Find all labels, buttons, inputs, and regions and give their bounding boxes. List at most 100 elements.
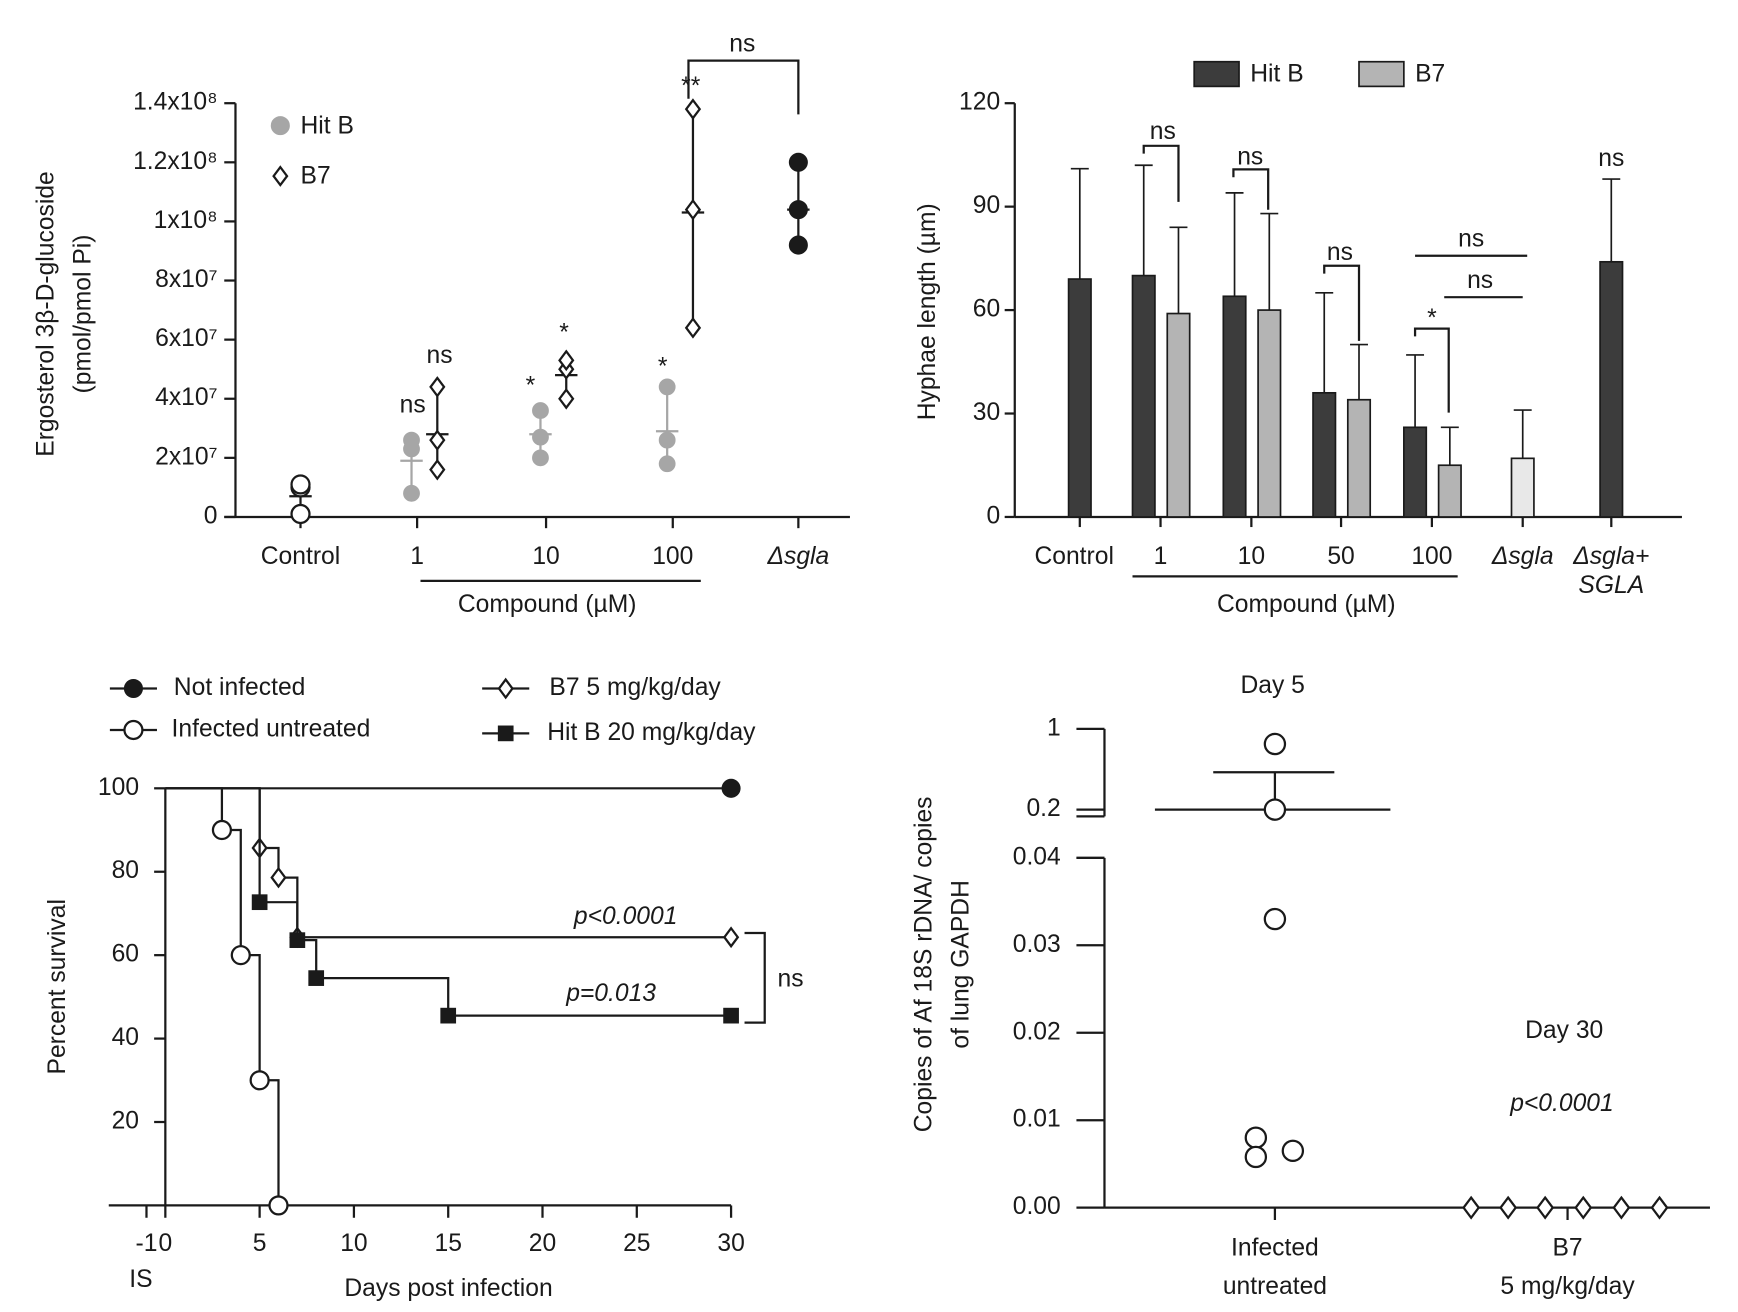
y-tick-label: 2x10⁷ — [155, 443, 217, 470]
bar — [1312, 391, 1337, 518]
y-tick-label: 0.04 — [1013, 843, 1061, 870]
point — [1462, 1195, 1481, 1220]
point — [249, 1070, 270, 1091]
legend-marker — [272, 165, 289, 187]
y-axis-label: Ergosterol 3β-D-glucoside — [33, 171, 60, 457]
bar — [1257, 309, 1282, 518]
annotation: * — [658, 353, 668, 380]
point — [1574, 1195, 1593, 1220]
annotation: ns — [400, 391, 426, 418]
legend-swatch — [1358, 60, 1405, 88]
x-axis-label: Compound (µM) — [458, 591, 637, 618]
y-tick-label: 1 — [1047, 714, 1061, 741]
legend-marker — [123, 719, 144, 741]
x-tick-label: 20 — [529, 1230, 556, 1257]
x-tick-label: SGLA — [1578, 572, 1644, 599]
x-axis-label: Compound (µM) — [1217, 591, 1396, 618]
x-tick-label: B7 — [1552, 1235, 1582, 1262]
x-note: IS — [129, 1266, 152, 1293]
legend-label: Hit B 20 mg/kg/day — [547, 719, 756, 746]
point — [532, 449, 549, 467]
point — [308, 970, 325, 986]
x-tick-label: 10 — [532, 543, 559, 570]
annotation: p<0.0001 — [1509, 1090, 1614, 1117]
y-tick-label: 0 — [204, 502, 218, 529]
bar — [1403, 426, 1428, 518]
point — [290, 474, 311, 495]
y-tick-label: 60 — [973, 296, 1000, 323]
x-tick-label: 100 — [1411, 543, 1452, 570]
point — [290, 503, 311, 525]
legend-label: B7 5 mg/kg/day — [549, 674, 721, 701]
point — [403, 484, 420, 502]
point — [251, 894, 268, 911]
y-tick-label: 1.4x10⁸ — [133, 89, 217, 116]
annotation: Day 30 — [1525, 1017, 1603, 1044]
point — [723, 1007, 739, 1024]
y-axis-label: (pmol/pmol Pi) — [70, 235, 97, 394]
annotation: ns — [729, 30, 755, 57]
y-tick-label: 4x10⁷ — [155, 384, 217, 411]
x-tick-label: Control — [1034, 543, 1113, 570]
y-tick-label: 60 — [112, 941, 139, 968]
x-tick-label: 0 — [158, 1230, 172, 1257]
point — [532, 402, 549, 419]
y-axis-label: Copies of Af 18S rDNA/ copies — [911, 796, 938, 1132]
point — [1244, 1126, 1268, 1149]
y-tick-label: 90 — [973, 192, 1000, 219]
bar — [1510, 457, 1535, 518]
bar — [1437, 464, 1462, 518]
legend-marker — [497, 725, 514, 742]
x-axis-label: Days post infection — [344, 1275, 552, 1302]
y-tick-label: 1x10⁸ — [154, 207, 218, 234]
survival-line — [165, 787, 732, 1017]
legend-marker — [497, 677, 514, 700]
y-tick-label: 40 — [112, 1024, 139, 1051]
bracket — [687, 59, 800, 115]
annotation: ns — [1467, 267, 1493, 294]
y-tick-label: 0 — [986, 502, 1000, 529]
annotation: ns — [1327, 239, 1353, 266]
bar — [1599, 260, 1624, 518]
annotation: ns — [1237, 144, 1263, 171]
annotation: p<0.0001 — [573, 903, 678, 930]
y-tick-label: 120 — [959, 89, 1000, 116]
panel-title: Day 5 — [1240, 672, 1304, 699]
point — [684, 98, 702, 120]
point — [532, 428, 549, 446]
point — [721, 778, 741, 798]
y-tick-label: 100 — [98, 774, 139, 801]
point — [788, 152, 808, 172]
x-tick-label: 10 — [340, 1230, 367, 1257]
point — [684, 198, 702, 221]
bracket — [1142, 144, 1180, 202]
bar — [1131, 274, 1156, 518]
x-tick-label: 100 — [652, 543, 693, 570]
y-tick-label: 30 — [973, 399, 1000, 426]
x-tick-label: Δsgla — [1491, 543, 1554, 570]
x-tick-label: 5 — [253, 1230, 267, 1257]
point — [230, 945, 251, 966]
annotation: p=0.013 — [565, 980, 656, 1007]
x-tick-label: -1 — [136, 1230, 158, 1257]
point — [658, 378, 676, 396]
point — [658, 431, 676, 449]
annotation: * — [559, 320, 569, 347]
y-tick-label: 20 — [112, 1108, 139, 1135]
point — [429, 458, 446, 481]
bar — [1166, 312, 1191, 518]
y-tick-label: 6x10⁷ — [155, 325, 217, 352]
point — [440, 1007, 457, 1024]
y-axis-label: Percent survival — [44, 899, 71, 1074]
point — [1499, 1195, 1518, 1220]
x-tick-label: Control — [261, 543, 340, 570]
point — [658, 455, 676, 473]
legend-label: Hit B — [1250, 61, 1303, 88]
legend-label: Not infected — [174, 674, 306, 701]
bar — [1346, 398, 1372, 518]
y-tick-label: 80 — [112, 857, 139, 884]
annotation: ns — [1150, 118, 1176, 145]
y-tick-label: 0.2 — [1026, 795, 1060, 822]
bar — [1222, 295, 1247, 518]
